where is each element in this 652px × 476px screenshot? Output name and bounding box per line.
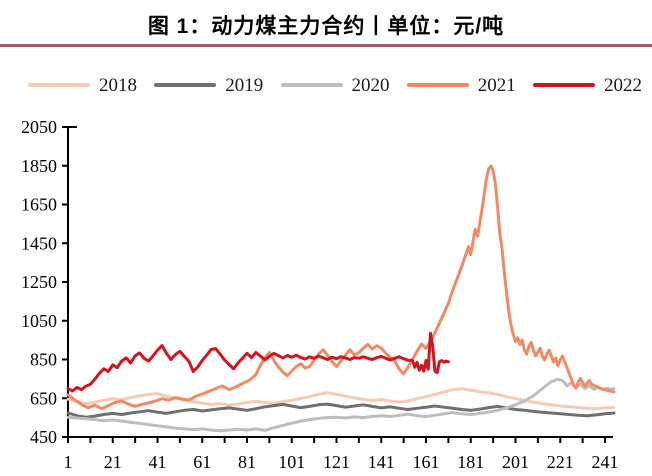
x-tick-label: 121 — [323, 452, 350, 472]
x-tick-label: 161 — [413, 452, 440, 472]
legend-item-2022: 2022 — [533, 76, 642, 95]
legend-item-2021: 2021 — [406, 74, 516, 96]
title-divider-rule — [0, 44, 652, 47]
x-tick-label: 221 — [547, 452, 574, 472]
page-title: 图 1：动力煤主力合约丨单位：元/吨 — [147, 15, 505, 38]
y-tick-label: 450 — [30, 427, 57, 447]
y-tick-label: 2050 — [21, 117, 57, 137]
legend-swatch-2022 — [533, 83, 595, 87]
y-tick-label: 1050 — [21, 311, 57, 331]
legend-swatch-2021 — [406, 83, 469, 87]
y-tick-label: 850 — [30, 350, 57, 370]
x-tick-label: 61 — [193, 452, 211, 472]
y-tick-label: 1850 — [21, 156, 57, 176]
axis-lines — [67, 126, 613, 438]
legend-swatch-2020 — [280, 83, 343, 87]
legend-label: 2019 — [225, 74, 264, 96]
series-line-2020 — [66, 377, 616, 433]
legend-label: 2022 — [604, 74, 642, 96]
y-tick-label: 1650 — [21, 195, 57, 215]
legend-swatch-2018 — [28, 83, 90, 87]
legend-label: 2020 — [351, 74, 390, 96]
legend-label: 2021 — [477, 74, 516, 96]
x-tick-label: 1 — [64, 452, 73, 472]
y-tick-label: 1450 — [21, 233, 57, 253]
series-line-2021 — [66, 164, 616, 411]
legend-label: 2018 — [99, 74, 137, 96]
series-line-2022 — [66, 331, 450, 393]
legend-item-2019: 2019 — [154, 76, 263, 95]
x-tick-label: 41 — [149, 452, 167, 472]
legend-item-2018: 2018 — [28, 76, 137, 95]
series-line-2019 — [66, 402, 616, 419]
y-tick-label: 1250 — [21, 272, 57, 292]
x-tick-label: 101 — [278, 452, 305, 472]
y-tick-label: 650 — [30, 388, 57, 408]
x-tick-label: 241 — [592, 452, 619, 472]
x-tick-label: 201 — [502, 452, 529, 472]
chart-legend: 2018 2019 2020 2021 2022 — [0, 72, 652, 98]
x-tick-label: 181 — [457, 452, 484, 472]
legend-item-2020: 2020 — [280, 74, 390, 96]
legend-swatch-2019 — [154, 83, 217, 87]
x-tick-label: 141 — [368, 452, 395, 472]
x-tick-label: 81 — [238, 452, 256, 472]
x-tick-label: 21 — [104, 452, 122, 472]
